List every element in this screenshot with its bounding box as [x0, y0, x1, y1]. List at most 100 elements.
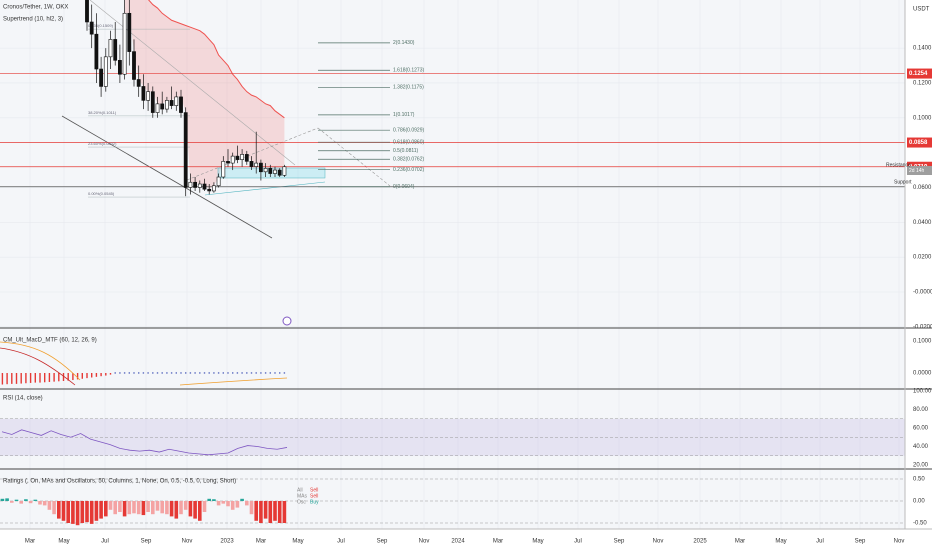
rating-bar [42, 501, 47, 506]
candle-body [99, 68, 104, 87]
rating-bar [66, 501, 70, 523]
macd-bar [175, 372, 177, 374]
rating-bar [89, 501, 94, 524]
macd-bar [91, 373, 93, 378]
time-tick-label: Nov [419, 539, 430, 545]
ratings-tick-label: -0.50 [913, 521, 927, 527]
macd-bar [227, 372, 229, 374]
rating-bar [113, 501, 117, 515]
macd-bar [133, 372, 135, 374]
rating-bar [282, 501, 287, 523]
trend-line [317, 127, 391, 187]
rating-bar [188, 501, 193, 517]
rsi-tick-label: 40.00 [913, 444, 929, 450]
candle-body [94, 33, 99, 70]
macd-bar [114, 372, 116, 374]
rating-bar [104, 501, 108, 517]
price-tick-label: 0.0400 [913, 220, 932, 226]
macd-bar [279, 372, 281, 374]
macd-bar [147, 372, 149, 374]
ratings-tick-label: 0.00 [913, 499, 925, 505]
candle-body [258, 162, 263, 173]
macd-bar [185, 372, 187, 374]
replay-icon[interactable] [282, 316, 292, 326]
rating-bar [207, 498, 211, 501]
candle-body [132, 51, 136, 80]
currency: USDT [913, 7, 930, 13]
time-tick-label: Sep [377, 539, 388, 545]
macd-bar [119, 372, 121, 374]
candle-body [249, 161, 254, 167]
rating-bar [221, 501, 226, 504]
macd-bar [156, 372, 159, 374]
candle-body [240, 154, 245, 160]
grid [0, 0, 905, 529]
ratings-legend-name: All [297, 487, 303, 493]
candle-body [169, 100, 174, 106]
rating-bar [28, 501, 33, 504]
macd-bar [274, 372, 276, 374]
macd-bar [264, 372, 267, 374]
supertrend-line [148, 0, 285, 119]
time-tick-label: Sep [614, 539, 625, 545]
rating-bar [0, 498, 5, 501]
candle-body [179, 96, 183, 113]
resistance-label: Resistance [886, 162, 911, 168]
rating-bar [277, 501, 282, 523]
candle-body [193, 181, 198, 188]
ratings-legend-signal: Sell [310, 493, 318, 499]
rating-bar [216, 501, 221, 506]
macd-bar [76, 373, 79, 380]
rating-bar [122, 501, 127, 517]
price-tick-label: 0.0600 [913, 185, 932, 191]
macd-bar [15, 373, 18, 384]
time-tick-label: Sep [141, 539, 152, 545]
macd-bar [62, 373, 65, 381]
candle-body [268, 168, 273, 174]
trend-line [61, 115, 273, 239]
macd-bar [246, 372, 248, 374]
symbol-title: Cronos/Tether, 1W, OKX [3, 5, 68, 11]
time-tick-label: Mar [735, 539, 745, 545]
candle-body [122, 12, 127, 75]
macd-bar [269, 372, 271, 374]
time-tick-label: Mar [256, 539, 266, 545]
rating-bar [57, 501, 61, 519]
rating-bar [273, 501, 277, 521]
candle-body [108, 39, 113, 58]
rsi-tick-label: 20.00 [913, 463, 929, 469]
time-tick-label: Jul [816, 539, 824, 545]
trend-line [186, 127, 319, 181]
fib-label: 0.236(0.0702) [393, 167, 424, 173]
ratings-legend-name: Osc [297, 499, 306, 505]
support-label: Support [894, 179, 912, 185]
candle-body [146, 91, 151, 101]
macd-bar [194, 372, 196, 374]
ratings-tick-label: 0.50 [913, 477, 925, 483]
rsi-line [1, 429, 288, 456]
macd-bar [222, 372, 224, 374]
candle-body [113, 39, 118, 61]
time-tick-label: May [292, 539, 303, 545]
rating-bar [33, 499, 38, 501]
price-label-box [907, 137, 932, 148]
macd-bar [213, 372, 215, 374]
ratings-legend-signal: Sell [310, 487, 318, 493]
candle-body [103, 56, 108, 87]
rating-bar [99, 501, 103, 519]
rating-bar [5, 498, 9, 501]
price-label: 0.0858 [909, 140, 928, 146]
rating-bar [226, 501, 230, 507]
rating-bar [165, 501, 169, 515]
price-label: 0.1254 [909, 71, 928, 77]
candle-body [127, 12, 132, 52]
rating-bar [230, 501, 235, 510]
candle-body [235, 155, 240, 160]
price-tick-label: 0.1400 [913, 46, 932, 52]
rating-bar [160, 501, 164, 514]
macd-bar [29, 373, 32, 383]
time-tick-label: Nov [653, 539, 664, 545]
macd-bar [39, 373, 41, 383]
